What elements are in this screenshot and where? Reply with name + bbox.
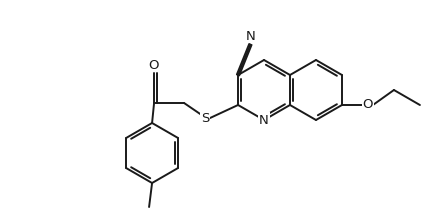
- Text: S: S: [201, 111, 209, 124]
- Text: O: O: [363, 99, 373, 111]
- Text: O: O: [148, 59, 158, 72]
- Text: N: N: [245, 30, 255, 43]
- Text: N: N: [259, 113, 269, 127]
